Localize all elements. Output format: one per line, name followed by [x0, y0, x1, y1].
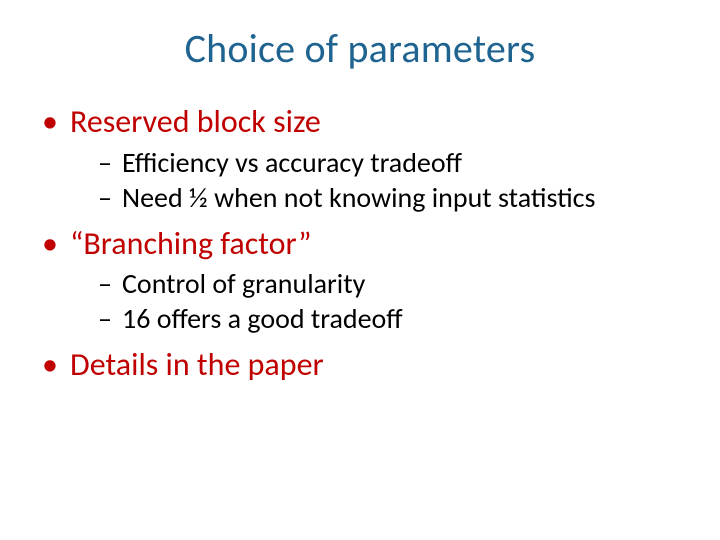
slide: Choice of parameters • Reserved block si… — [0, 0, 720, 540]
bullet-icon: • — [36, 344, 70, 386]
bullet-icon: • — [36, 101, 70, 143]
list-item: • Details in the paper — [36, 344, 684, 386]
list-item-label: “Branching factor” — [70, 223, 311, 265]
list-item: • “Branching factor” – Control of granul… — [36, 223, 684, 337]
dash-icon: – — [98, 145, 122, 180]
list-item-label: 16 offers a good tradeoff — [122, 301, 403, 336]
sub-list: – Control of granularity – 16 offers a g… — [36, 266, 684, 336]
dash-icon: – — [98, 266, 122, 301]
list-item-label: Control of granularity — [122, 266, 365, 301]
slide-title: Choice of parameters — [36, 24, 684, 73]
list-item-label: Need ½ when not knowing input statistics — [122, 180, 595, 215]
list-item: – 16 offers a good tradeoff — [98, 301, 684, 336]
sub-list: – Efficiency vs accuracy tradeoff – Need… — [36, 145, 684, 215]
list-item: – Efficiency vs accuracy tradeoff — [98, 145, 684, 180]
bullet-list: • Reserved block size – Efficiency vs ac… — [36, 101, 684, 386]
list-item: – Need ½ when not knowing input statisti… — [98, 180, 684, 215]
list-item-label: Efficiency vs accuracy tradeoff — [122, 145, 462, 180]
dash-icon: – — [98, 180, 122, 215]
list-item: – Control of granularity — [98, 266, 684, 301]
list-item-label: Reserved block size — [70, 101, 321, 143]
bullet-icon: • — [36, 223, 70, 265]
dash-icon: – — [98, 301, 122, 336]
list-item-label: Details in the paper — [70, 344, 324, 386]
list-item: • Reserved block size – Efficiency vs ac… — [36, 101, 684, 215]
